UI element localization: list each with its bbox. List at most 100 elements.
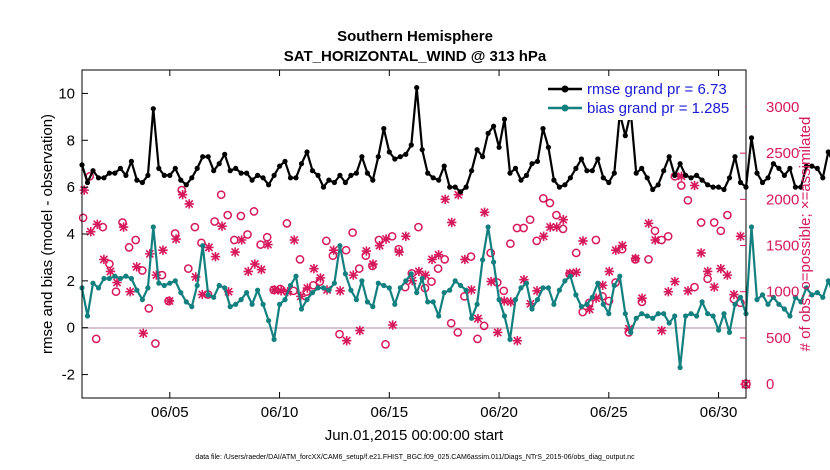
rmse-point xyxy=(529,161,535,167)
rmse-point xyxy=(474,147,480,153)
rmse-point xyxy=(705,182,711,188)
obs-assimilated-marker xyxy=(164,296,175,306)
obs-assimilated-marker xyxy=(663,287,673,297)
bias-point xyxy=(238,297,244,303)
bias-point xyxy=(408,271,414,277)
obs-possible-marker xyxy=(473,334,482,344)
bias-point xyxy=(95,285,102,291)
obs-assimilated-marker xyxy=(716,263,726,274)
obs-possible-marker xyxy=(144,304,154,313)
obs-assimilated-marker xyxy=(414,266,424,277)
bias-point xyxy=(545,285,552,291)
x-axis-ticks: 06/05 06/10 06/15 06/20 06/25 06/30 xyxy=(151,70,737,421)
obs-possible-marker xyxy=(453,328,463,337)
obs-possible-marker xyxy=(683,195,693,205)
rmse-point xyxy=(298,161,305,167)
y-tick-label: 4 xyxy=(67,226,75,243)
obs-possible-marker xyxy=(295,255,305,264)
obs-possible-marker xyxy=(137,266,147,275)
chart-title: Southern Hemisphere xyxy=(337,28,493,45)
bias-point xyxy=(556,287,563,293)
obs-assimilated-marker xyxy=(696,248,706,258)
y2-tick-label: 2000 xyxy=(766,191,799,208)
bias-point xyxy=(101,275,107,282)
rmse-point xyxy=(469,168,475,174)
obs-possible-marker xyxy=(414,222,423,232)
bias-point xyxy=(578,304,585,310)
bias-point xyxy=(359,278,365,284)
obs-assimilated-marker xyxy=(132,262,142,272)
bias-point xyxy=(523,280,530,286)
obs-assimilated-marker xyxy=(604,266,614,277)
obs-possible-marker xyxy=(111,287,121,297)
rmse-point xyxy=(677,161,683,167)
rmse-point xyxy=(814,165,820,171)
rmse-point xyxy=(271,172,277,178)
rmse-point xyxy=(172,165,178,171)
rmse-point xyxy=(392,156,398,162)
rmse-point xyxy=(523,172,530,178)
bias-point xyxy=(112,273,118,279)
obs-possible-marker xyxy=(604,296,614,306)
bias-point xyxy=(737,294,744,300)
obs-possible-marker xyxy=(723,210,732,220)
rmse-point xyxy=(194,165,200,171)
obs-assimilated-marker xyxy=(191,272,201,282)
obs-possible-marker xyxy=(427,277,436,286)
rmse-point xyxy=(381,126,387,132)
obs-assimilated-marker xyxy=(657,325,667,336)
bias-point xyxy=(820,294,826,300)
obs-assimilated-marker xyxy=(578,236,588,246)
obs-assimilated-marker xyxy=(401,231,411,241)
obs-assimilated-marker xyxy=(374,240,385,251)
obs-assimilated-marker xyxy=(302,283,313,293)
bias-point xyxy=(512,297,519,303)
rmse-point xyxy=(441,163,447,169)
rmse-point xyxy=(101,175,107,181)
obs-assimilated-marker xyxy=(210,251,221,262)
x-tick-label: 06/05 xyxy=(151,404,189,421)
rmse-point xyxy=(578,156,585,162)
obs-assimilated-marker xyxy=(125,287,135,297)
rmse-point xyxy=(397,154,403,160)
rmse-point xyxy=(370,177,376,183)
bias-point xyxy=(375,280,381,286)
bias-point xyxy=(156,280,162,286)
obs-possible-marker xyxy=(131,235,141,245)
rmse-point xyxy=(123,172,129,178)
bias-point xyxy=(458,282,464,289)
rmse-point xyxy=(430,175,436,181)
obs-assimilated-marker xyxy=(387,320,398,330)
obs-assimilated-marker xyxy=(289,235,299,245)
y2-tick-label: 1500 xyxy=(766,238,799,255)
rmse-point xyxy=(112,170,118,176)
bias-point xyxy=(337,243,343,249)
bias-point xyxy=(633,315,639,321)
bias-point xyxy=(271,336,277,342)
obs-assimilated-marker xyxy=(460,254,470,265)
obs-assimilated-marker xyxy=(86,227,96,237)
obs-assimilated-marker xyxy=(112,277,122,288)
rmse-point xyxy=(699,177,705,183)
rmse-point xyxy=(353,170,359,176)
rmse-point xyxy=(748,135,755,141)
rmse-point xyxy=(244,170,250,176)
bias-point xyxy=(529,306,535,312)
bias-point xyxy=(759,292,766,298)
bias-point xyxy=(650,315,656,321)
rmse-point xyxy=(463,184,469,190)
bias-point xyxy=(485,224,491,230)
bias-point xyxy=(244,290,250,296)
rmse-point xyxy=(167,172,173,178)
bias-point xyxy=(255,287,261,293)
rmse-point xyxy=(106,170,112,176)
obs-assimilated-marker xyxy=(79,185,89,195)
rmse-point xyxy=(326,177,332,183)
rmse-point xyxy=(364,170,370,176)
bias-point xyxy=(134,287,140,293)
rmse-point xyxy=(633,170,639,176)
bias-point xyxy=(600,301,606,307)
obs-possible-marker xyxy=(716,226,726,236)
rmse-point xyxy=(359,154,365,160)
obs-possible-marker xyxy=(433,264,443,273)
